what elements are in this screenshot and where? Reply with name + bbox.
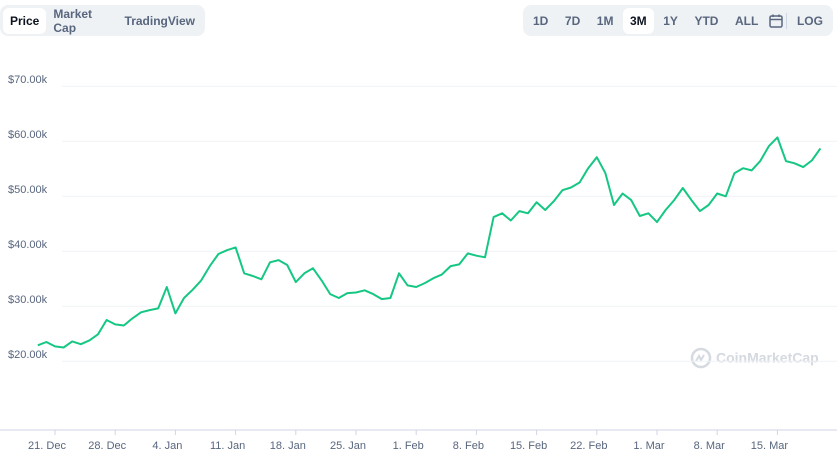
y-tick-label: $60.00k <box>8 129 48 141</box>
watermark-logo <box>690 347 712 369</box>
view-tabs: Price Market Cap TradingView <box>0 5 205 36</box>
x-tick-label: 15. Mar <box>751 440 789 452</box>
x-tick-label: 1. Feb <box>393 440 424 452</box>
x-tick-label: 4. Jan <box>152 440 182 452</box>
x-tick-label: 11. Jan <box>210 440 245 452</box>
range[interactable]: 1D <box>533 13 549 28</box>
y-tick-label: $70.00k <box>8 74 48 86</box>
y-tick-label: $50.00k <box>8 184 48 196</box>
tab[interactable]: Market Cap <box>53 6 93 35</box>
y-tick-label: $20.00k <box>8 349 48 361</box>
x-tick-label: 22. Feb <box>570 440 607 452</box>
x-tick-label: 18. Jan <box>270 440 306 452</box>
watermark: CoinMarketCap <box>716 350 819 366</box>
log-toggle[interactable]: LOG <box>796 13 823 28</box>
calendar-icon[interactable] <box>768 13 784 29</box>
tab[interactable]: Price <box>3 7 47 34</box>
x-tick-label: 25. Jan <box>330 440 366 452</box>
range[interactable]: 1Y <box>663 13 678 28</box>
range[interactable]: 1M <box>596 13 614 28</box>
range-tabs: 1D 7D 1M 3M 1Y YTD ALL LOG <box>523 5 833 36</box>
x-tick-label: 8. Mar <box>694 440 726 452</box>
range[interactable]: 7D <box>564 13 581 28</box>
x-tick-label: 28. Dec <box>88 440 126 452</box>
y-tick-label: $40.00k <box>8 239 48 251</box>
x-tick-label: 1. Mar <box>633 440 665 452</box>
range[interactable]: ALL <box>735 13 759 28</box>
tab[interactable]: TradingView <box>124 13 195 28</box>
y-tick-label: $30.00k <box>8 294 48 306</box>
range[interactable]: 3M <box>623 7 654 34</box>
divider <box>786 12 788 29</box>
x-tick-label: 8. Feb <box>453 440 484 452</box>
price-line <box>37 136 822 349</box>
range[interactable]: YTD <box>694 13 719 28</box>
x-tick-label: 15. Feb <box>510 440 547 452</box>
x-tick-label: 21. Dec <box>28 440 66 452</box>
